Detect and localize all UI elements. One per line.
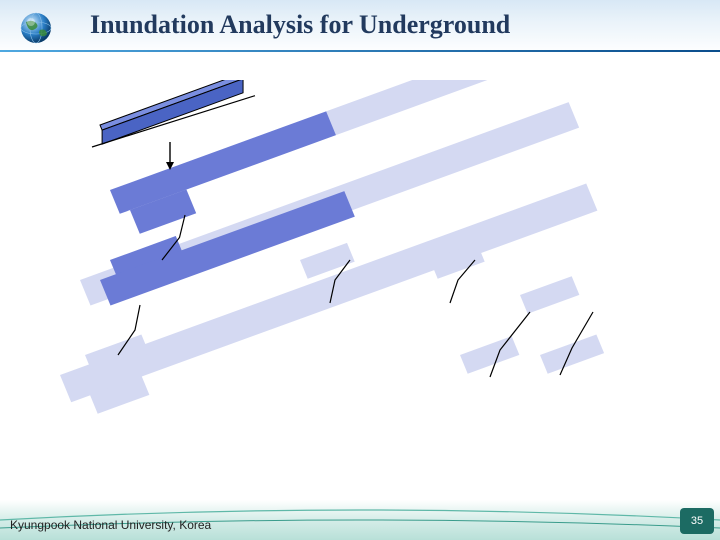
header-accent-line bbox=[0, 50, 720, 52]
slide-title: Inundation Analysis for Underground bbox=[90, 10, 510, 40]
page-number-badge: 35 bbox=[680, 508, 714, 534]
slide: Inundation Analysis for Underground Kyun… bbox=[0, 0, 720, 540]
footer-affiliation: Kyungpook National University, Korea bbox=[10, 518, 211, 532]
inundation-diagram bbox=[40, 80, 680, 460]
globe-icon bbox=[18, 10, 54, 46]
